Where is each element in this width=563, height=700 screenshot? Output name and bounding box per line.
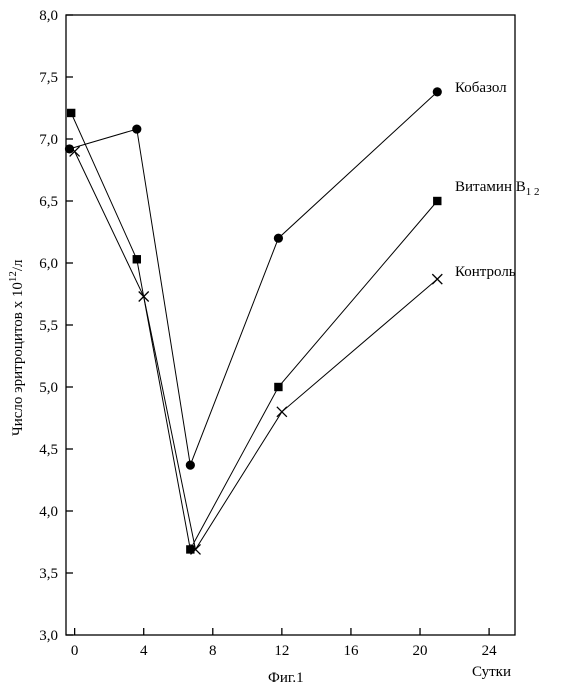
- x-tick-label: 8: [209, 643, 217, 659]
- data-point-cross: [276, 406, 288, 418]
- cross-stroke: [69, 145, 81, 157]
- data-point-cross: [69, 145, 81, 157]
- data-point-cross: [431, 273, 443, 285]
- x-tick-label: 0: [71, 643, 79, 659]
- y-tick-label: 6,5: [39, 194, 58, 210]
- y-axis-label-unit: /л: [10, 259, 26, 271]
- y-axis-label-main: Число эритроцитов х 10: [10, 282, 26, 436]
- data-point-square: [274, 382, 283, 392]
- cross-stroke: [190, 543, 201, 555]
- y-tick-label: 5,5: [39, 318, 58, 334]
- series-line: [69, 91, 438, 468]
- y-tick-label: 3,0: [39, 628, 58, 644]
- series-line: [70, 112, 438, 551]
- data-point-square: [66, 108, 76, 118]
- figure-caption: Фиг.1: [268, 670, 304, 686]
- axes: [65, 14, 516, 636]
- data-point-square: [132, 255, 142, 264]
- legend-label-vitamin-b12: Витамин В1 2: [455, 179, 539, 198]
- data-point-cross: [138, 291, 150, 302]
- series-3: [69, 145, 443, 555]
- data-point-circle: [432, 87, 442, 97]
- y-axis-label: Число эритроцитов х 1012/л: [7, 259, 26, 436]
- series-2: [66, 108, 442, 554]
- x-tick-label: 20: [413, 643, 428, 659]
- data-point-square: [433, 196, 442, 206]
- data-point-circle: [185, 460, 195, 470]
- data-point-cross: [190, 543, 201, 555]
- legend-label-vitamin-b12-main: Витамин В: [455, 179, 526, 195]
- legend-label-vitamin-b12-subscript: 1 2: [526, 186, 540, 198]
- data-point-circle: [132, 124, 142, 134]
- data-point-circle: [273, 233, 284, 243]
- plot-frame: [65, 14, 516, 636]
- x-tick-label: 4: [140, 643, 148, 659]
- cross-stroke: [138, 291, 150, 302]
- y-tick-label: 8,0: [39, 8, 58, 24]
- y-tick-label: 3,5: [39, 566, 58, 582]
- cross-stroke: [431, 273, 443, 285]
- x-tick-label: 24: [482, 643, 498, 659]
- cross-stroke: [276, 406, 288, 418]
- ticks: 0 4 8 12 16 20 24 3,0 3,5 4,0 4,5 5,0 5,5 6,0 6,5 7,0 7,…: [39, 8, 497, 659]
- x-axis-label: Сутки: [472, 664, 511, 680]
- data-point-square: [186, 545, 195, 554]
- series-line: [74, 151, 438, 551]
- y-tick-label: 7,0: [39, 132, 58, 148]
- data-point-circle: [64, 144, 75, 154]
- y-tick-label: 7,5: [39, 70, 58, 86]
- x-tick-label: 16: [343, 643, 359, 659]
- legend-label-kobazol: Кобазол: [455, 80, 507, 96]
- legend-label-control: Контроль: [455, 264, 516, 280]
- y-tick-label: 5,0: [39, 380, 58, 396]
- x-tick-label: 12: [274, 643, 289, 659]
- y-axis-label-exponent: 12: [7, 271, 19, 282]
- series-layer: [64, 87, 443, 555]
- series-1: [64, 87, 442, 470]
- y-tick-label: 6,0: [39, 256, 58, 272]
- y-tick-label: 4,5: [39, 442, 58, 458]
- y-tick-label: 4,0: [39, 504, 58, 520]
